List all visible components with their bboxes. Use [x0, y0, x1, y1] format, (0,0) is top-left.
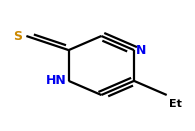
Text: HN: HN [46, 74, 67, 87]
Text: S: S [13, 29, 23, 42]
Text: Et: Et [169, 99, 182, 109]
Text: N: N [136, 44, 146, 57]
